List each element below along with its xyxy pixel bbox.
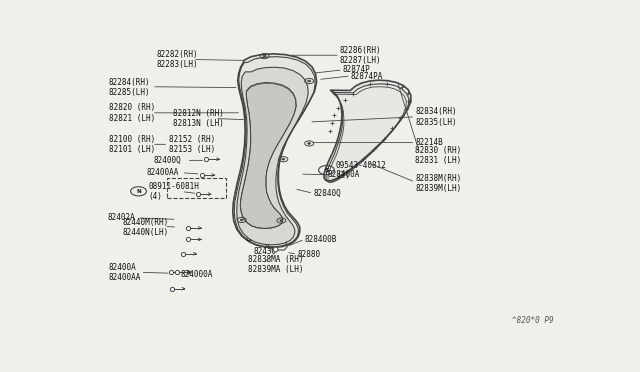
Polygon shape (324, 80, 411, 181)
Circle shape (240, 219, 243, 221)
Text: 824000A: 824000A (180, 270, 212, 279)
Circle shape (282, 158, 285, 160)
Circle shape (308, 142, 310, 144)
Polygon shape (237, 67, 308, 245)
Text: 82840Q: 82840Q (313, 189, 341, 198)
Circle shape (280, 219, 283, 221)
Text: 82282(RH)
82283(LH): 82282(RH) 82283(LH) (157, 50, 198, 69)
Text: 82430: 82430 (253, 247, 276, 256)
Text: 82440M(RH)
82440N(LH): 82440M(RH) 82440N(LH) (123, 218, 169, 237)
Text: 82820 (RH)
82821 (LH): 82820 (RH) 82821 (LH) (109, 103, 155, 122)
Text: 82400Q: 82400Q (154, 156, 181, 165)
Polygon shape (233, 54, 317, 247)
Text: 82420C: 82420C (246, 234, 273, 243)
Circle shape (263, 55, 266, 57)
Text: S: S (324, 168, 329, 173)
Text: 82830 (RH)
82831 (LH): 82830 (RH) 82831 (LH) (415, 146, 461, 166)
Text: ^820*0 P9: ^820*0 P9 (511, 316, 553, 325)
Text: 82214B: 82214B (415, 138, 443, 147)
Text: 82400A
82400AA: 82400A 82400AA (109, 263, 141, 282)
Text: 82100 (RH)
82101 (LH): 82100 (RH) 82101 (LH) (109, 135, 155, 154)
Circle shape (308, 80, 310, 82)
Text: 82284(RH)
82285(LH): 82284(RH) 82285(LH) (109, 78, 150, 97)
Text: 82834(RH)
82835(LH): 82834(RH) 82835(LH) (415, 107, 457, 126)
Text: 828400B: 828400B (304, 235, 337, 244)
Text: 82838M(RH)
82839M(LH): 82838M(RH) 82839M(LH) (415, 174, 461, 193)
Text: 82880: 82880 (297, 250, 321, 259)
Text: 82286(RH)
82287(LH): 82286(RH) 82287(LH) (340, 46, 381, 65)
Text: 82101FA: 82101FA (262, 93, 295, 102)
Text: 82402A: 82402A (108, 214, 136, 222)
Text: 09543-40812
(2): 09543-40812 (2) (336, 161, 387, 180)
Text: 08911-6081H
(4): 08911-6081H (4) (148, 182, 199, 201)
Text: 82152 (RH)
82153 (LH): 82152 (RH) 82153 (LH) (169, 135, 216, 154)
Text: 82874PA: 82874PA (351, 72, 383, 81)
Polygon shape (240, 83, 296, 228)
Text: 82838MA (RH)
82839MA (LH): 82838MA (RH) 82839MA (LH) (248, 255, 303, 274)
Text: 82400AA: 82400AA (147, 168, 179, 177)
Text: 82812N (RH)
82813N (LH): 82812N (RH) 82813N (LH) (173, 109, 224, 128)
Text: 828400A: 828400A (327, 170, 360, 179)
Text: N: N (136, 189, 141, 194)
Text: 82874P: 82874P (343, 65, 371, 74)
